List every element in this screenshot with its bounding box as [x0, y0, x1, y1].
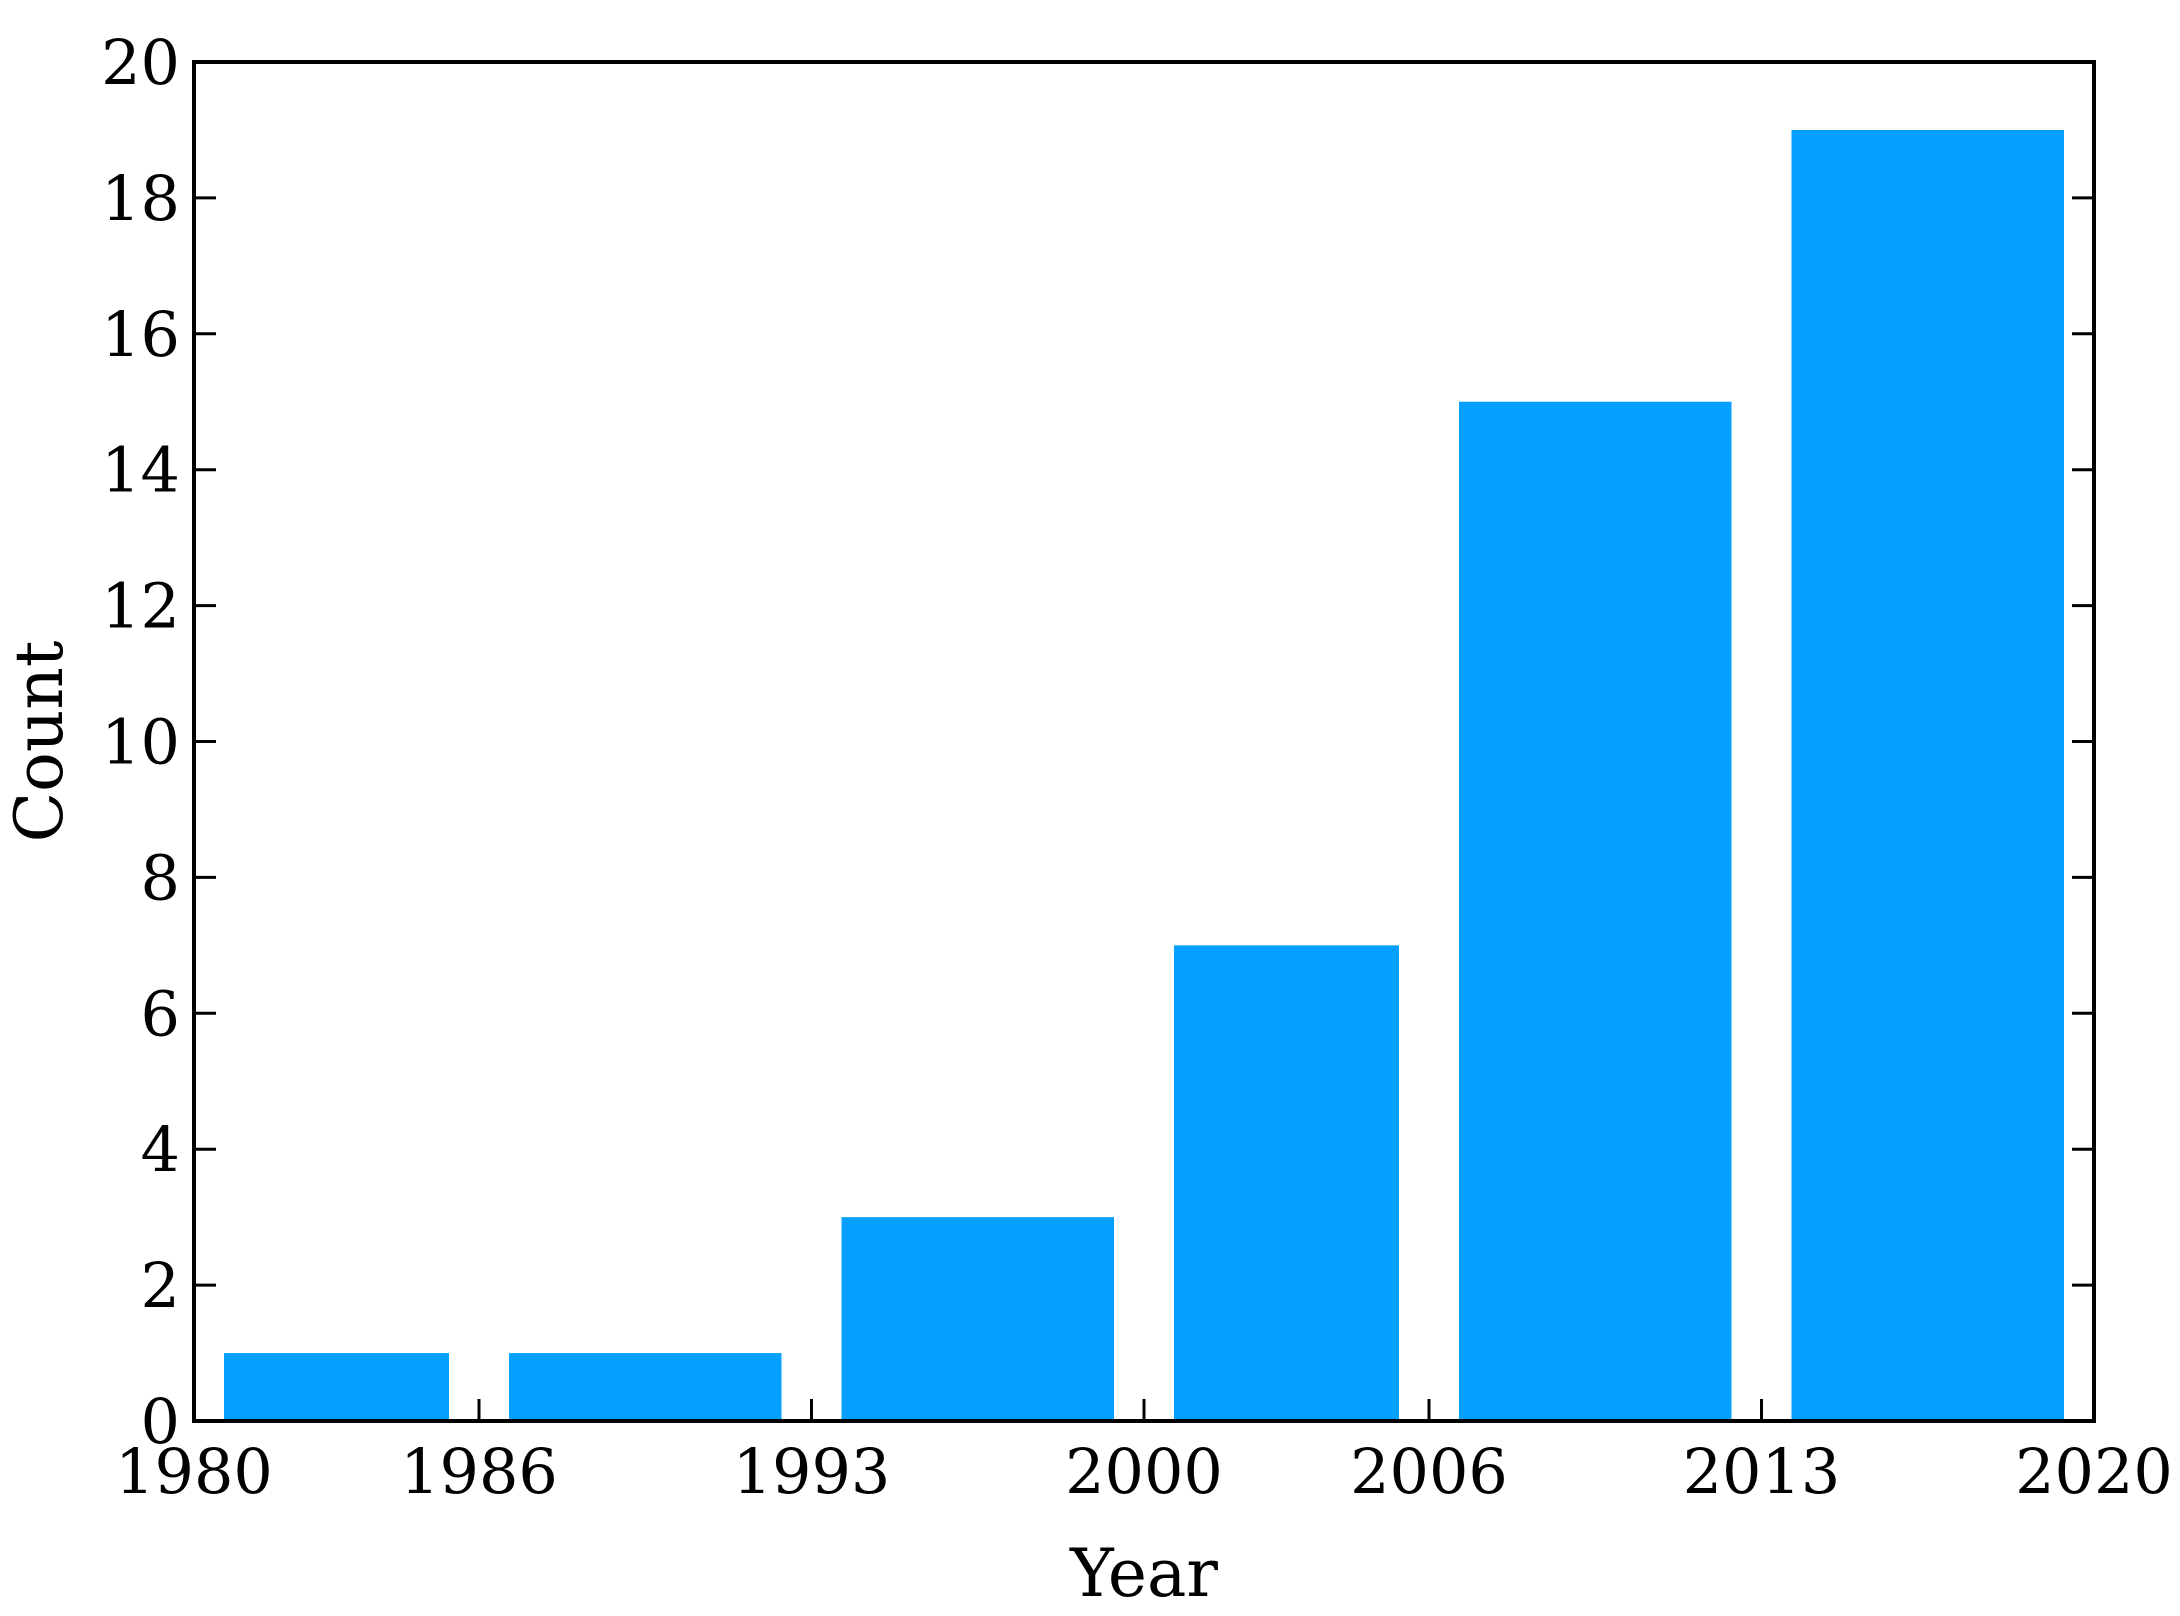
y-tick-label-7: 14 — [101, 434, 180, 507]
bars-layer — [224, 129, 2064, 1422]
y-tick-label-9: 18 — [101, 162, 180, 235]
bar-2 — [841, 1217, 1114, 1421]
y-tick-label-2: 4 — [141, 1113, 180, 1186]
y-axis-title: Count — [1, 641, 78, 843]
y-tick-label-3: 6 — [141, 977, 180, 1050]
x-axis-ticks: 1980 1986 1993 2000 2006 2013 2020 — [115, 1399, 2173, 1508]
y-tick-label-8: 16 — [101, 298, 180, 371]
y-tick-label-0: 0 — [141, 1385, 180, 1458]
bar-4 — [1459, 401, 1732, 1421]
bar-0 — [224, 1353, 449, 1421]
plot-frame — [192, 60, 2096, 1423]
bar-5 — [1791, 129, 2064, 1422]
x-tick-label-3: 2000 — [1065, 1435, 1223, 1508]
y-axis-ticks: 0 2 4 6 8 10 12 14 16 18 20 — [101, 26, 2094, 1458]
x-axis-title: Year — [1069, 1535, 1218, 1612]
y-tick-label-6: 12 — [101, 570, 180, 643]
x-tick-label-5: 2013 — [1683, 1435, 1841, 1508]
x-tick-label-4: 2006 — [1350, 1435, 1508, 1508]
y-tick-label-5: 10 — [101, 706, 180, 779]
y-tick-label-4: 8 — [141, 841, 180, 914]
bar-1 — [509, 1353, 782, 1421]
x-tick-label-6: 2020 — [2015, 1435, 2173, 1508]
bar-3 — [1174, 945, 1399, 1421]
y-tick-label-10: 20 — [101, 26, 180, 99]
x-tick-label-1: 1986 — [400, 1435, 558, 1508]
x-tick-label-2: 1993 — [733, 1435, 891, 1508]
y-tick-label-1: 2 — [141, 1249, 180, 1322]
x-tick-label-0: 1980 — [115, 1435, 273, 1508]
